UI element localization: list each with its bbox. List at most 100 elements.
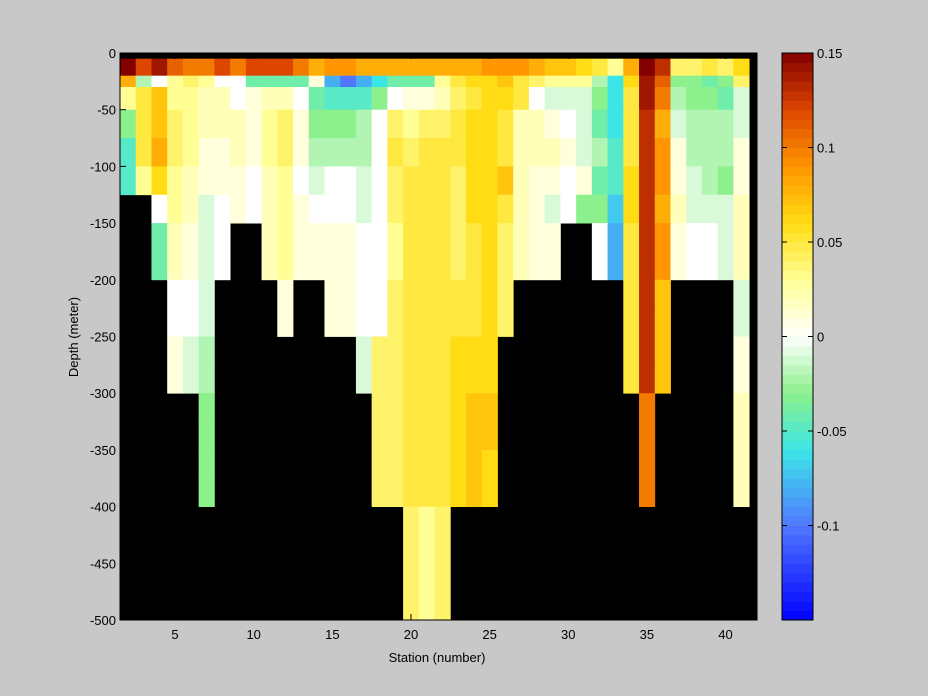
heatmap-cell <box>261 138 278 167</box>
colorbar-segment <box>782 308 813 319</box>
heatmap-cell <box>151 138 168 167</box>
colorbar-segment <box>782 516 813 526</box>
colorbar-segment <box>782 119 813 130</box>
colorbar-segment <box>782 478 813 489</box>
heatmap-cell <box>182 109 200 139</box>
heatmap-cell <box>623 279 640 309</box>
heatmap-cell <box>355 166 373 196</box>
heatmap-cell <box>450 194 467 224</box>
heatmap-cell <box>654 364 671 394</box>
heatmap-cell <box>387 194 404 224</box>
heatmap-cell <box>167 251 184 281</box>
colorbar-segment <box>782 128 813 139</box>
heatmap-cell <box>733 421 750 451</box>
heatmap-cell <box>387 478 404 507</box>
heatmap-cell <box>466 138 483 167</box>
heatmap-cell <box>135 75 152 88</box>
heatmap-cell <box>623 166 640 196</box>
heatmap-cell <box>261 75 278 88</box>
colorbar-segment <box>782 327 813 337</box>
heatmap-cell <box>340 194 357 224</box>
heatmap-cell <box>450 75 467 88</box>
heatmap-cell <box>591 75 608 88</box>
colorbar-segment <box>782 194 813 205</box>
heatmap-cell <box>560 138 577 167</box>
heatmap-cell <box>182 308 200 337</box>
x-tick-label: 35 <box>640 627 654 642</box>
heatmap-cell <box>403 194 420 224</box>
heatmap-cell <box>670 166 687 196</box>
heatmap-cell <box>639 58 656 77</box>
heatmap-cell <box>654 58 671 77</box>
heatmap-cell <box>591 194 608 224</box>
heatmap-cell <box>277 223 294 252</box>
heatmap-cell <box>639 166 656 196</box>
heatmap-cell <box>623 251 640 281</box>
heatmap-cell <box>607 138 624 167</box>
heatmap-cell <box>371 308 388 337</box>
heatmap-cell <box>481 364 498 394</box>
heatmap-cell <box>497 279 514 309</box>
heatmap-cell <box>497 75 514 88</box>
heatmap-cell <box>686 223 703 252</box>
heatmap-cell <box>371 364 388 394</box>
heatmap-cell <box>576 166 593 196</box>
heatmap-cell <box>355 336 373 366</box>
heatmap-cell <box>717 75 734 88</box>
heatmap-cell <box>403 166 420 196</box>
heatmap-cell <box>544 166 561 196</box>
heatmap-cell <box>167 223 184 252</box>
heatmap-cell <box>340 166 357 196</box>
heatmap-cell <box>324 75 341 88</box>
heatmap-cell <box>466 393 483 422</box>
heatmap-cell <box>466 223 483 252</box>
heatmap-cell <box>261 223 278 252</box>
heatmap-cell <box>481 109 498 139</box>
heatmap-cell <box>450 364 467 394</box>
heatmap-cell <box>418 75 435 88</box>
colorbar-segment <box>782 175 813 186</box>
heatmap-cell <box>639 364 656 394</box>
heatmap-cell <box>198 364 215 394</box>
heatmap-cell <box>639 449 656 479</box>
heatmap-cell <box>308 194 325 224</box>
heatmap-cell <box>418 563 435 593</box>
colorbar-segment <box>782 412 813 423</box>
heatmap-cell <box>277 75 294 88</box>
heatmap-cell <box>182 279 200 309</box>
heatmap-cell <box>607 194 624 224</box>
heatmap-cell <box>639 336 656 366</box>
heatmap-cell <box>654 336 671 366</box>
colorbar-segment <box>782 459 813 470</box>
heatmap-cell <box>418 506 435 536</box>
heatmap-cell <box>591 138 608 167</box>
heatmap-cell <box>261 87 278 111</box>
colorbar-segment <box>782 81 813 92</box>
heatmap-cell <box>733 308 750 337</box>
heatmap-cell <box>403 109 420 139</box>
heatmap-cell <box>733 336 750 366</box>
heatmap-cell <box>733 166 750 196</box>
heatmap-cell <box>733 87 750 111</box>
heatmap-cell <box>340 279 357 309</box>
heatmap-cell <box>686 138 703 167</box>
heatmap-cell <box>182 194 200 224</box>
colorbar-segment <box>782 402 813 413</box>
heatmap-cell <box>513 87 530 111</box>
heatmap-cell <box>623 364 640 394</box>
heatmap-cell <box>230 87 247 111</box>
heatmap-cell <box>387 336 404 366</box>
heatmap-cell <box>151 166 168 196</box>
heatmap-cell <box>418 166 435 196</box>
x-tick-label: 25 <box>482 627 496 642</box>
heatmap-cell <box>670 251 687 281</box>
heatmap-cell <box>544 109 561 139</box>
heatmap-cell <box>371 279 388 309</box>
heatmap-cell <box>355 138 373 167</box>
y-axis-title: Depth (meter) <box>66 297 81 377</box>
heatmap-cell <box>670 58 687 77</box>
heatmap-cell <box>450 223 467 252</box>
y-tick-label: 0 <box>109 46 116 61</box>
heatmap-cell <box>544 194 561 224</box>
